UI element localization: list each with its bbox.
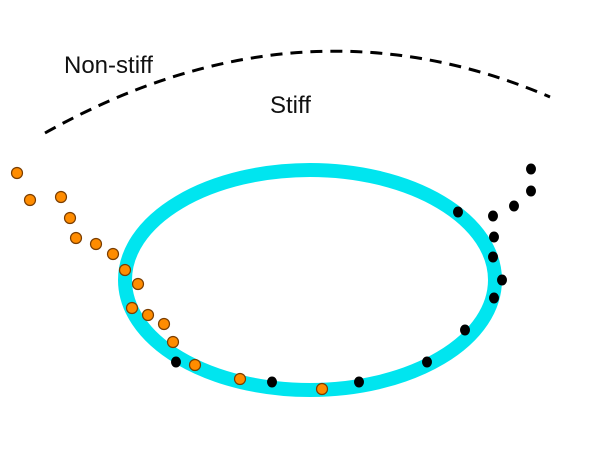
stiff-label: Stiff <box>270 92 311 119</box>
black-point <box>422 356 432 368</box>
black-point <box>526 185 536 197</box>
orange-point <box>131 277 145 291</box>
black-point <box>489 292 499 304</box>
orange-point <box>166 335 180 349</box>
orange-point <box>118 263 132 277</box>
stable-ellipse-ring <box>118 163 502 397</box>
orange-point <box>233 372 247 386</box>
orange-point <box>125 301 139 315</box>
orange-point <box>188 358 202 372</box>
orange-point <box>157 317 171 331</box>
orange-point <box>315 382 329 396</box>
orange-point <box>89 237 103 251</box>
black-point <box>488 251 498 263</box>
black-point <box>354 376 364 388</box>
orange-point <box>10 166 24 180</box>
black-trajectory <box>171 163 536 388</box>
orange-trajectory <box>10 166 329 396</box>
non-stiff-label: Non-stiff <box>64 52 153 79</box>
black-point <box>497 274 507 286</box>
black-point <box>460 324 470 336</box>
black-point <box>171 356 181 368</box>
orange-point <box>141 308 155 322</box>
orange-point <box>54 190 68 204</box>
black-point <box>489 231 499 243</box>
black-point <box>526 163 536 175</box>
stiffness-boundary-curve <box>44 49 551 135</box>
black-point <box>267 376 277 388</box>
black-point <box>509 200 519 212</box>
orange-point <box>63 211 77 225</box>
orange-point <box>69 231 83 245</box>
orange-point <box>106 247 120 261</box>
black-point <box>488 210 498 222</box>
black-point <box>453 206 463 218</box>
orange-point <box>23 193 37 207</box>
